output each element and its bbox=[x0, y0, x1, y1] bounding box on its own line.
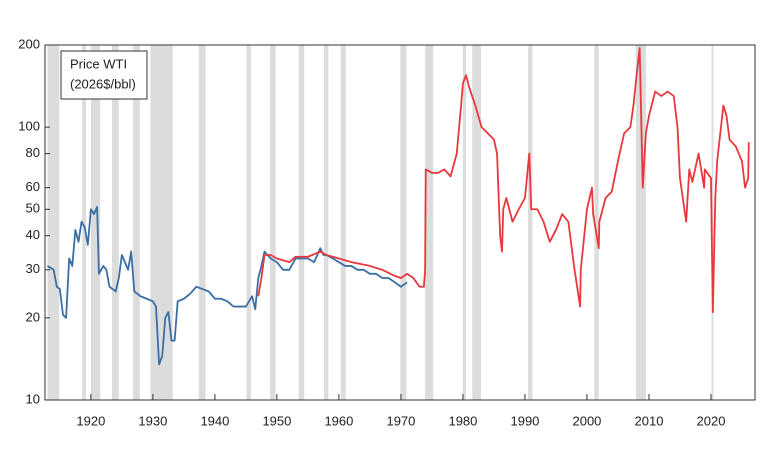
recession-band bbox=[270, 45, 276, 400]
plot-frame bbox=[44, 44, 756, 401]
y-tick-label: 40 bbox=[26, 227, 40, 242]
recession-band bbox=[635, 45, 646, 400]
y-tick-label: 200 bbox=[18, 36, 40, 51]
x-tick-label: 1990 bbox=[510, 413, 539, 428]
y-tick-label: 20 bbox=[26, 309, 40, 324]
recession-band bbox=[528, 45, 533, 400]
y-tick-label: 100 bbox=[18, 119, 40, 134]
recession-band bbox=[594, 45, 599, 400]
recession-band bbox=[425, 45, 434, 400]
recession-band bbox=[340, 45, 346, 400]
x-tick-label: 2000 bbox=[572, 413, 601, 428]
annotation-box bbox=[60, 50, 148, 100]
price-line bbox=[257, 47, 750, 313]
price-line bbox=[47, 206, 408, 366]
x-tick-label: 1920 bbox=[76, 413, 105, 428]
x-tick-label: 1970 bbox=[386, 413, 415, 428]
x-tick-label: 1980 bbox=[448, 413, 477, 428]
y-tick-label: 60 bbox=[26, 179, 40, 194]
y-tick-label: 10 bbox=[26, 391, 40, 406]
recession-band bbox=[198, 45, 206, 400]
y-tick-label: 50 bbox=[26, 201, 40, 216]
x-tick-label: 1940 bbox=[200, 413, 229, 428]
x-tick-label: 1950 bbox=[262, 413, 291, 428]
recession-band bbox=[246, 45, 251, 400]
x-tick-label: 1960 bbox=[324, 413, 353, 428]
annotation: (2026$/bbl) bbox=[70, 76, 136, 91]
y-tick-label: 80 bbox=[26, 145, 40, 160]
recession-band bbox=[111, 45, 119, 400]
recession-band bbox=[133, 45, 140, 400]
recession-band bbox=[472, 45, 481, 400]
recession-band bbox=[90, 45, 101, 400]
y-tick-label: 30 bbox=[26, 261, 40, 276]
recession-band bbox=[711, 45, 714, 400]
shading-layer bbox=[47, 45, 714, 400]
recession-band bbox=[298, 45, 305, 400]
x-tick-label: 2010 bbox=[635, 413, 664, 428]
x-tick-label: 1930 bbox=[138, 413, 167, 428]
x-tick-label: 2020 bbox=[697, 413, 726, 428]
recession-band bbox=[150, 45, 173, 400]
recession-band bbox=[47, 45, 60, 400]
recession-band bbox=[324, 45, 329, 400]
plot-layer bbox=[47, 47, 750, 366]
recession-band bbox=[82, 45, 86, 400]
recession-band bbox=[462, 45, 467, 400]
annotation: Price WTI bbox=[70, 56, 127, 71]
recession-band bbox=[400, 45, 407, 400]
